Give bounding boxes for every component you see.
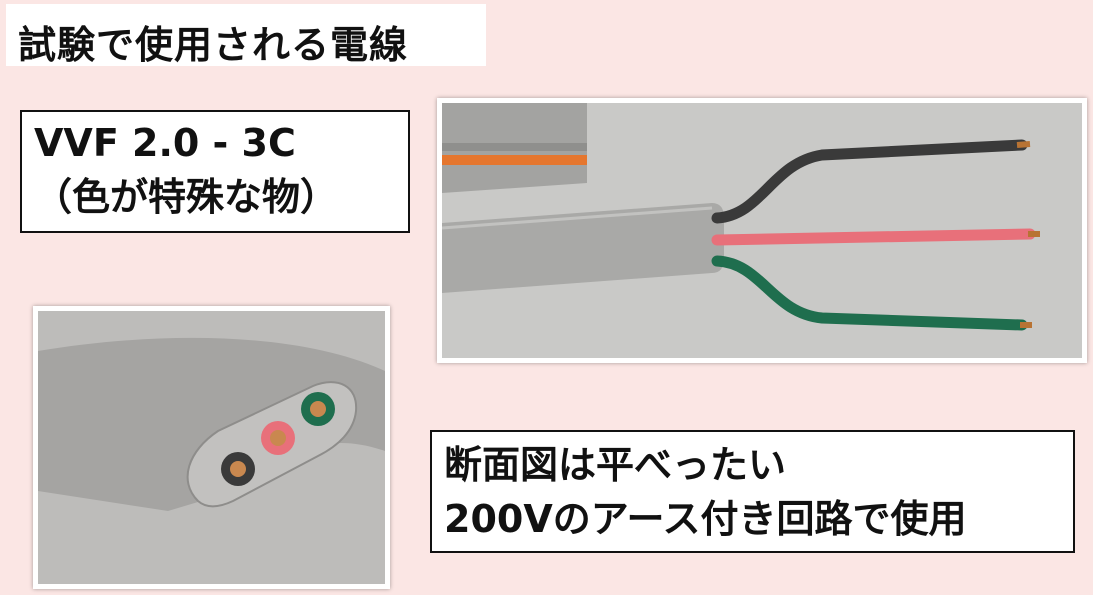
cable-spec-box: VVF 2.0 - 3C （色が特殊な物） bbox=[20, 110, 410, 233]
cable-wires-illustration bbox=[442, 103, 1082, 358]
cable-note-box: 断面図は平べったい 200Vのアース付き回路で使用 bbox=[430, 430, 1075, 553]
cable-note-usage: 200Vのアース付き回路で使用 bbox=[444, 497, 967, 541]
cable-spec-type: VVF 2.0 - 3C bbox=[34, 121, 296, 165]
page-title: 試験で使用される電線 bbox=[18, 23, 409, 67]
title-box: 試験で使用される電線 bbox=[6, 4, 486, 67]
cable-spec-note: （色が特殊な物） bbox=[34, 175, 339, 219]
cable-cross-section-illustration bbox=[38, 311, 385, 584]
cable-wires-photo bbox=[437, 98, 1087, 363]
cable-note-shape: 断面図は平べったい bbox=[444, 443, 787, 487]
cable-cross-section-photo bbox=[33, 306, 390, 589]
